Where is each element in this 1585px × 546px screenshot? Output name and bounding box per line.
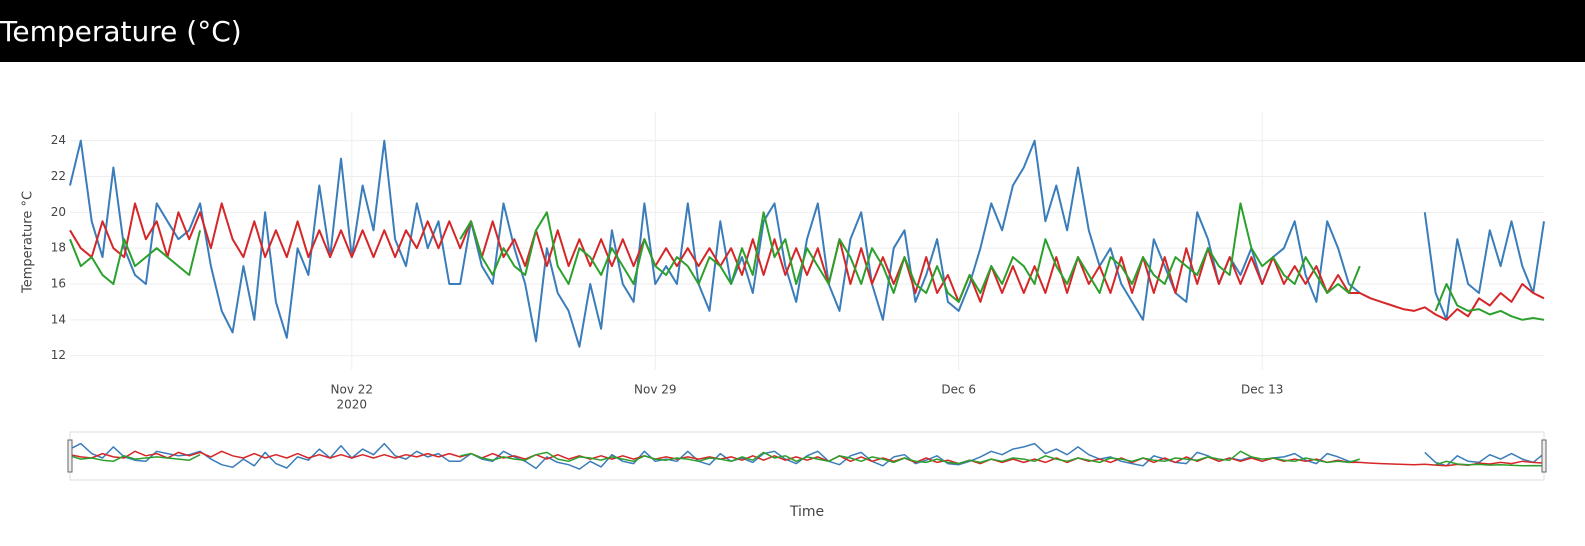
y-tick-label: 16 xyxy=(51,277,66,291)
y-tick-label: 12 xyxy=(51,348,66,362)
x-tick-label: Dec 13 xyxy=(1241,383,1283,397)
y-tick-label: 18 xyxy=(51,241,66,255)
x-axis-title: Time xyxy=(789,504,824,520)
y-tick-label: 14 xyxy=(51,312,66,326)
x-tick-label: Nov 22 xyxy=(331,383,374,397)
slider-handle xyxy=(67,439,73,473)
series-line xyxy=(69,139,1545,348)
y-tick-label: 24 xyxy=(51,133,66,147)
x-tick-label: Dec 6 xyxy=(941,383,976,397)
chart: Temperature °C Time 12 14 16 18 20 22 24 Nov 22… xyxy=(21,112,1547,520)
series-line xyxy=(69,202,1545,321)
slider-line xyxy=(69,450,1545,467)
x-tick-label: Nov 29 xyxy=(634,383,677,397)
slider-handle xyxy=(1541,439,1547,473)
x-tick-year: 2020 xyxy=(337,398,368,412)
series-line xyxy=(69,202,1545,321)
y-tick-label: 20 xyxy=(51,205,66,219)
y-tick-label: 22 xyxy=(51,169,66,183)
page-title: Temperature (°C) xyxy=(0,0,1585,62)
y-axis-title: Temperature °C xyxy=(21,191,36,294)
